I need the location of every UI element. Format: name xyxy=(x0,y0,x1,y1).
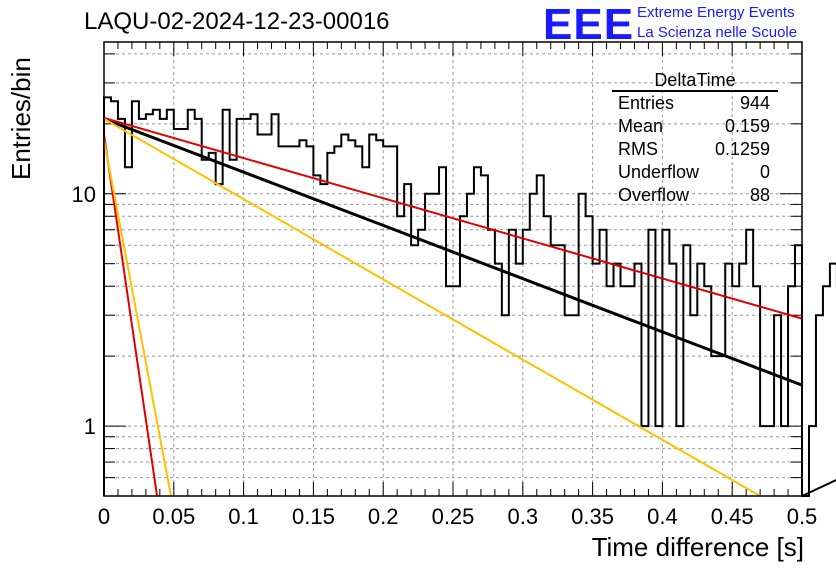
x-tick-label: 0.35 xyxy=(571,504,614,529)
stats-value: 0 xyxy=(759,162,770,182)
stats-row-mean: Mean 0.159 xyxy=(612,115,778,138)
plot-frame xyxy=(103,41,803,497)
x-tick-label: 0.1 xyxy=(228,504,259,529)
stats-label: Overflow xyxy=(618,185,690,205)
stats-label: Entries xyxy=(618,93,675,113)
x-tick-label: 0.5 xyxy=(787,504,818,529)
fit-curve-2 xyxy=(103,134,159,497)
eee-logo: EEE xyxy=(543,0,635,49)
stats-value: 944 xyxy=(739,93,770,113)
chart-title: LAQU-02-2024-12-23-00016 xyxy=(84,8,390,35)
fit-curve-0 xyxy=(103,117,803,387)
histogram-series xyxy=(103,96,836,497)
stats-row-underflow: Underflow 0 xyxy=(612,161,778,184)
fit-curve-3 xyxy=(103,118,761,497)
logo-line-2: La Scienza nelle Scuole xyxy=(637,24,798,41)
stats-label: Mean xyxy=(618,116,664,136)
stats-value: 88 xyxy=(749,185,770,205)
x-tick-label: 0.4 xyxy=(647,504,678,529)
stats-label: RMS xyxy=(618,139,658,159)
stats-value: 0.159 xyxy=(724,116,770,136)
x-tick-label: 0.45 xyxy=(711,504,754,529)
logo-line-1: Extreme Energy Events xyxy=(637,4,795,21)
x-axis-label: Time difference [s] xyxy=(591,532,804,562)
fit-curve-1 xyxy=(103,116,803,320)
x-tick-label: 0.05 xyxy=(152,504,195,529)
stats-value: 0.1259 xyxy=(714,139,770,159)
x-tick-label: 0.25 xyxy=(432,504,475,529)
stats-box-name: DeltaTime xyxy=(612,70,778,92)
stats-row-overflow: Overflow 88 xyxy=(612,184,778,207)
x-tick-label: 0 xyxy=(98,504,110,529)
y-tick-label: 1 xyxy=(84,414,96,439)
x-tick-label: 0.15 xyxy=(292,504,335,529)
stats-row-entries: Entries 944 xyxy=(612,92,778,115)
stats-row-rms: RMS 0.1259 xyxy=(612,138,778,161)
stats-label: Underflow xyxy=(618,162,700,182)
y-tick-label: 10 xyxy=(72,182,96,207)
stats-box: DeltaTime Entries 944 Mean 0.159 RMS 0.1… xyxy=(612,70,778,207)
y-axis-label: Entries/bin xyxy=(6,57,36,180)
fit-curve-4 xyxy=(103,140,172,497)
x-tick-label: 0.3 xyxy=(508,504,539,529)
x-tick-label: 0.2 xyxy=(368,504,399,529)
